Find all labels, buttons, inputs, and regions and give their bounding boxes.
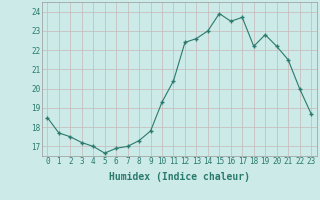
X-axis label: Humidex (Indice chaleur): Humidex (Indice chaleur)	[109, 172, 250, 182]
